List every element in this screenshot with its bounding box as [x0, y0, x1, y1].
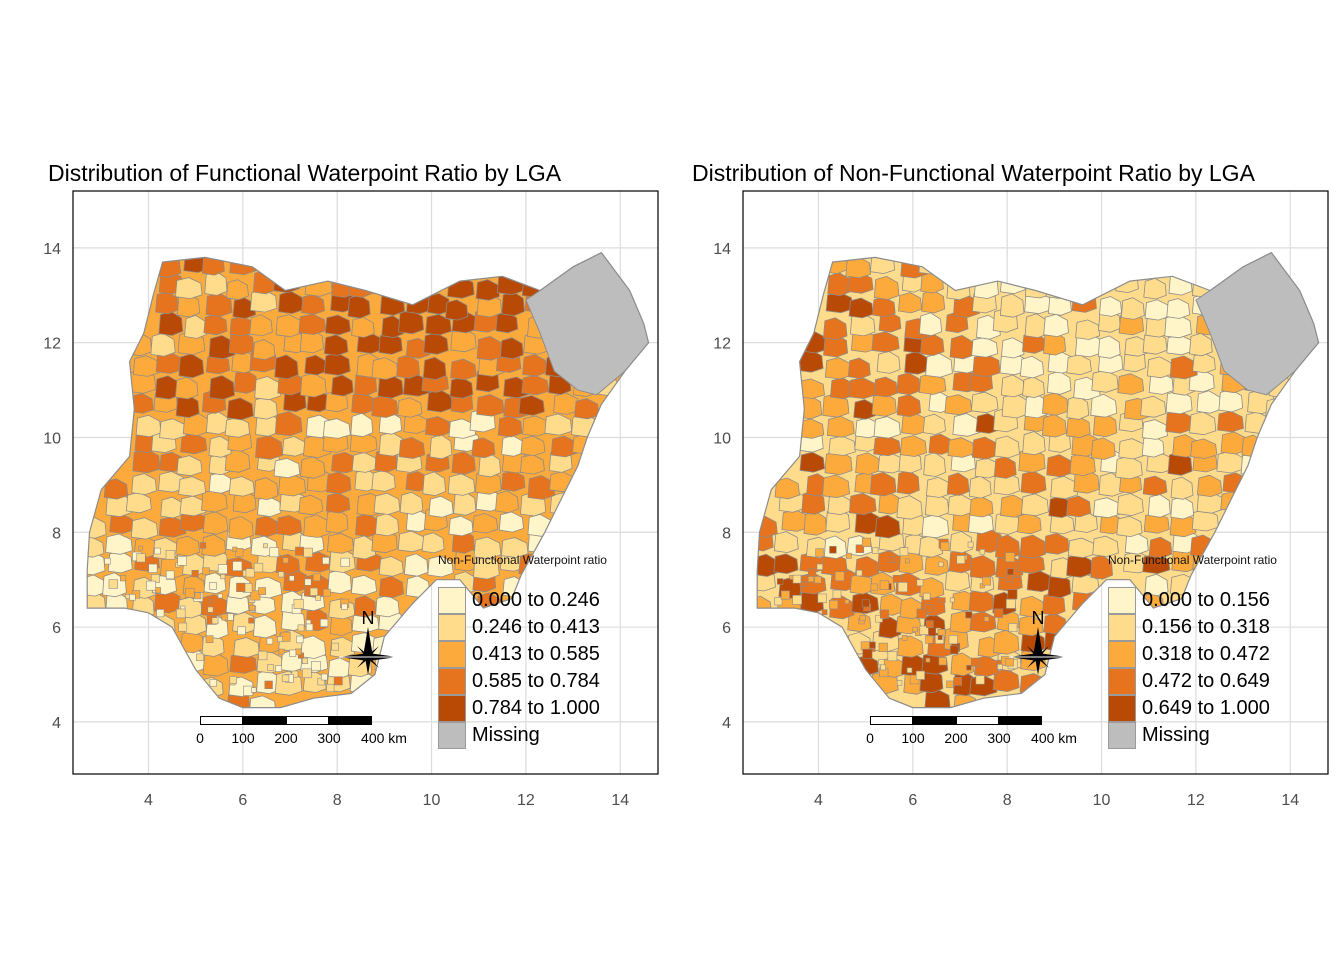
scale-label: 0 [196, 730, 204, 746]
legend-item: 0.246 to 0.413 [438, 614, 658, 641]
north-arrow-icon: N [339, 609, 397, 675]
y-tick-label: 8 [52, 525, 61, 542]
legend-swatch [438, 695, 466, 722]
x-tick-label: 8 [1003, 792, 1012, 809]
x-tick-label: 14 [1281, 792, 1299, 809]
legend-swatch [438, 641, 466, 668]
scale-label: 300 [317, 730, 341, 746]
map-title: Distribution of Functional Waterpoint Ra… [48, 160, 562, 186]
map-panel-functional: Distribution of Functional Waterpoint Ra… [20, 150, 660, 820]
legend-swatch [1108, 668, 1136, 695]
legend-label: 0.472 to 0.649 [1142, 670, 1270, 692]
scale-segment [870, 716, 913, 725]
map-title: Distribution of Non-Functional Waterpoin… [692, 160, 1255, 186]
legend-item: 0.472 to 0.649 [1108, 668, 1328, 695]
scale-label: 0 [866, 730, 874, 746]
legend-label: 0.000 to 0.246 [472, 589, 600, 611]
legend-item: 0.585 to 0.784 [438, 668, 658, 695]
x-tick-label: 10 [1093, 792, 1111, 809]
choropleth-map: 4 6 8 10 12 14 4 6 8 10 12 14 [713, 190, 1329, 809]
x-tick-label: 12 [517, 792, 535, 809]
x-tick-label: 14 [611, 792, 629, 809]
legend-label: 0.246 to 0.413 [472, 616, 600, 638]
legend-swatch [438, 722, 466, 749]
legend-item: Missing [1108, 722, 1328, 749]
scale-label: 100 [231, 730, 255, 746]
legend-label: 0.585 to 0.784 [472, 670, 600, 692]
scale-label: 200 [944, 730, 968, 746]
x-tick-label: 4 [814, 792, 823, 809]
map-panel-nonfunctional: Distribution of Non-Functional Waterpoin… [690, 150, 1330, 820]
scale-segment [200, 716, 243, 725]
x-tick-label: 10 [423, 792, 441, 809]
legend-swatch [438, 614, 466, 641]
legend-label: 0.413 to 0.585 [472, 643, 600, 665]
legend-item: 0.000 to 0.156 [1108, 587, 1328, 614]
legend-item: 0.784 to 1.000 [438, 695, 658, 722]
scale-segment [286, 716, 329, 725]
x-tick-label: 12 [1187, 792, 1205, 809]
north-label: N [362, 609, 375, 628]
y-tick-label: 10 [43, 430, 61, 447]
scale-bar: 0 100 200 300 400 km [196, 715, 407, 755]
x-tick-label: 8 [333, 792, 342, 809]
legend-swatch [438, 587, 466, 614]
lga-polygons [757, 252, 1319, 708]
legend-swatch [1108, 695, 1136, 722]
scale-bar: 0 100 200 300 400 km [866, 715, 1077, 755]
legend-item: 0.156 to 0.318 [1108, 614, 1328, 641]
north-arrow-icon: N [1009, 609, 1067, 675]
scale-segment [243, 716, 286, 725]
y-tick-label: 4 [722, 715, 731, 732]
lga-polygons [87, 252, 649, 708]
y-tick-label: 12 [43, 336, 61, 353]
y-tick-label: 8 [722, 525, 731, 542]
legend-swatch [1108, 614, 1136, 641]
y-tick-label: 14 [713, 241, 731, 258]
legend-label: 0.649 to 1.000 [1142, 697, 1270, 719]
legend-swatch [1108, 722, 1136, 749]
legend-swatch [1108, 587, 1136, 614]
y-tick-label: 6 [52, 620, 61, 637]
scale-segment [956, 716, 999, 725]
scale-segment [913, 716, 956, 725]
legend-swatch [1108, 641, 1136, 668]
scale-segment [999, 716, 1042, 725]
map-legend: Non-Functional Waterpoint ratio 0.000 to… [438, 553, 658, 749]
legend-label: 0.000 to 0.156 [1142, 589, 1270, 611]
y-tick-label: 4 [52, 715, 61, 732]
north-label: N [1032, 609, 1045, 628]
scale-label: 100 [901, 730, 925, 746]
legend-label: Missing [472, 724, 540, 746]
y-tick-label: 14 [43, 241, 61, 258]
x-tick-label: 6 [908, 792, 917, 809]
legend-item: 0.413 to 0.585 [438, 641, 658, 668]
scale-label: 200 [274, 730, 298, 746]
legend-label: 0.784 to 1.000 [472, 697, 600, 719]
legend-label: 0.318 to 0.472 [1142, 643, 1270, 665]
map-legend: Non-Functional Waterpoint ratio 0.000 to… [1108, 553, 1328, 749]
y-tick-label: 6 [722, 620, 731, 637]
x-tick-label: 6 [238, 792, 247, 809]
legend-item: 0.649 to 1.000 [1108, 695, 1328, 722]
scale-label: 400 km [361, 730, 407, 746]
y-tick-label: 10 [713, 430, 731, 447]
legend-swatch [438, 668, 466, 695]
legend-title: Non-Functional Waterpoint ratio [438, 553, 607, 567]
legend-label: Missing [1142, 724, 1210, 746]
scale-segment [329, 716, 372, 725]
y-tick-label: 12 [713, 336, 731, 353]
legend-item: Missing [438, 722, 658, 749]
choropleth-map: 4 6 8 10 12 14 4 6 8 10 12 14 [43, 190, 659, 809]
scale-label: 300 [987, 730, 1011, 746]
legend-item: 0.318 to 0.472 [1108, 641, 1328, 668]
x-tick-label: 4 [144, 792, 153, 809]
legend-item: 0.000 to 0.246 [438, 587, 658, 614]
legend-title: Non-Functional Waterpoint ratio [1108, 553, 1277, 567]
scale-label: 400 km [1031, 730, 1077, 746]
legend-label: 0.156 to 0.318 [1142, 616, 1270, 638]
